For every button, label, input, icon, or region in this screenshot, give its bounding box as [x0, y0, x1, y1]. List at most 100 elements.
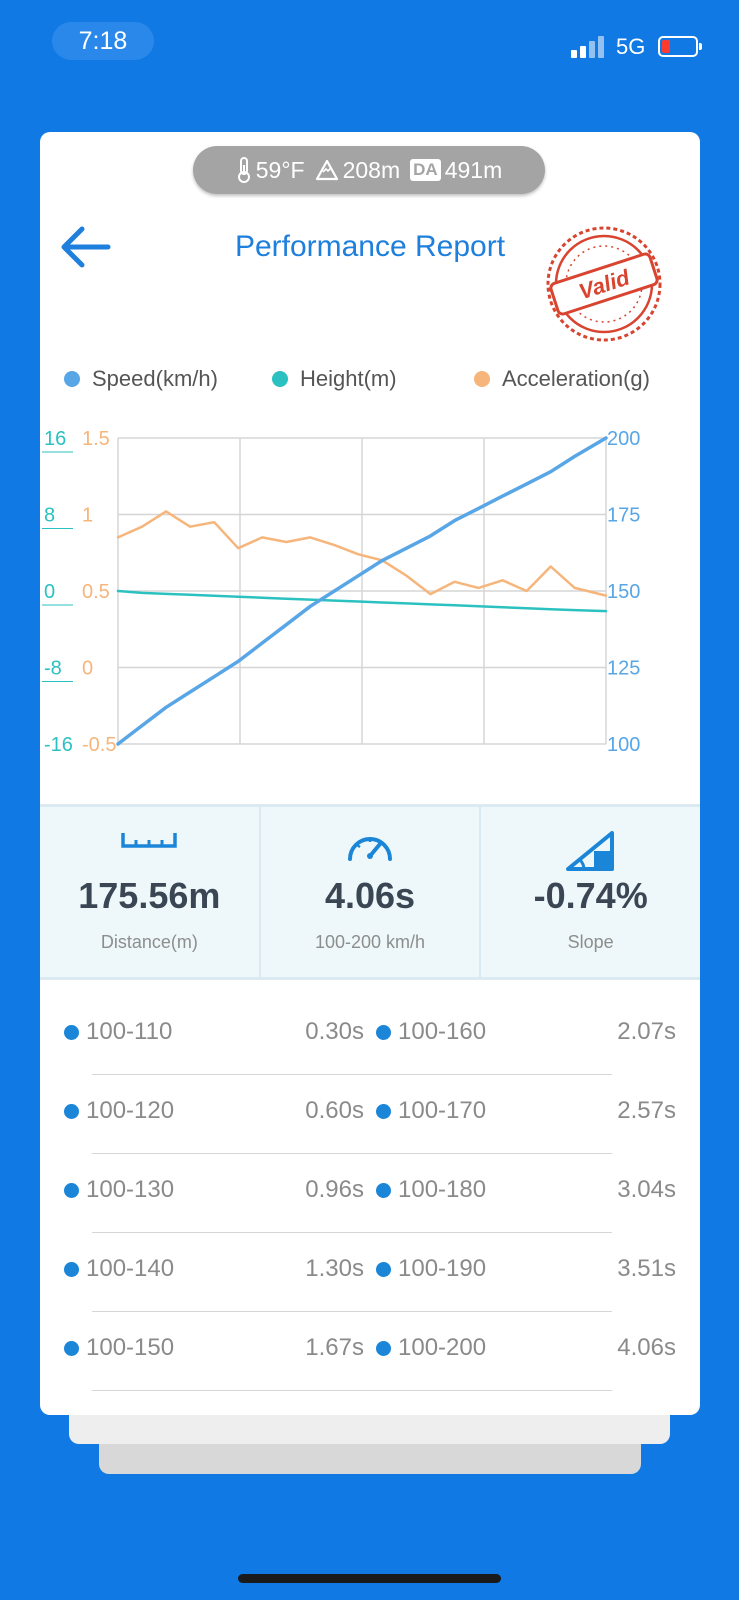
- split-range: 100-180: [398, 1176, 487, 1203]
- height-tick-label: -8: [44, 658, 62, 680]
- split-cell: 100-180 3.04s: [376, 1154, 676, 1233]
- page-title: Performance Report: [234, 230, 506, 263]
- split-range: 100-130: [86, 1176, 175, 1203]
- split-time: 1.67s: [305, 1334, 364, 1361]
- split-cell: 100-190 3.51s: [376, 1233, 676, 1312]
- table-row: 100-150 1.67s 100-200 4.06s: [40, 1312, 700, 1391]
- slope-value: -0.74%: [533, 875, 648, 916]
- bullet-icon: [64, 1104, 79, 1119]
- density-altitude-value: 491m: [444, 156, 503, 183]
- legend-acceleration: Acceleration(g): [474, 366, 650, 392]
- height-tick-label: 16: [44, 428, 66, 450]
- density-altitude-badge: DA: [410, 159, 441, 181]
- distance-stat: 175.56m Distance(m): [40, 807, 259, 977]
- distance-value: 175.56m: [78, 875, 221, 916]
- split-time: 4.06s: [617, 1334, 676, 1361]
- bullet-icon: [376, 1025, 391, 1040]
- bullet-icon: [64, 1262, 79, 1277]
- split-time: 0.60s: [305, 1097, 364, 1124]
- split-time: 0.30s: [305, 1018, 364, 1045]
- battery-icon: [658, 36, 702, 57]
- split-cell: 100-170 2.57s: [376, 1075, 676, 1154]
- table-row: 100-120 0.60s 100-170 2.57s: [40, 1075, 700, 1154]
- altitude-value: 208m: [342, 156, 401, 183]
- speed-tick-label: 200: [607, 428, 640, 450]
- height-tick-label: 8: [44, 505, 55, 527]
- report-card: 59°F 208m DA 491m Performance Report Val…: [40, 132, 700, 1415]
- acceleration-tick-label: -0.5: [82, 734, 116, 752]
- slope-icon: [565, 831, 614, 871]
- distance-label: Distance(m): [100, 932, 198, 952]
- split-cell: 100-200 4.06s: [376, 1312, 676, 1391]
- legend-height-label: Height(m): [300, 366, 397, 391]
- acceleration-tick-label: 0: [82, 658, 93, 680]
- speed-tick-label: 125: [607, 658, 640, 680]
- speed-tick-label: 150: [607, 581, 640, 603]
- table-row: 100-110 0.30s 100-160 2.07s: [40, 996, 700, 1075]
- slope-stat: -0.74% Slope: [479, 807, 700, 977]
- time-stat: 4.06s 100-200 km/h: [258, 807, 480, 977]
- split-time: 2.07s: [617, 1018, 676, 1045]
- bullet-icon: [376, 1341, 391, 1356]
- acceleration-tick-label: 0.5: [82, 581, 110, 603]
- bullet-icon: [64, 1183, 79, 1198]
- speed-tick-label: 100: [607, 734, 640, 752]
- speed-series-line: [116, 436, 608, 746]
- speedometer-icon: [348, 837, 392, 861]
- status-time: 7:18: [52, 22, 154, 60]
- speed-tick-label: 175: [607, 505, 640, 527]
- legend-dot: [64, 371, 80, 387]
- home-indicator[interactable]: [238, 1574, 501, 1583]
- split-time: 2.57s: [617, 1097, 676, 1124]
- split-range: 100-200: [398, 1334, 487, 1361]
- time-label: 100-200 km/h: [314, 932, 426, 952]
- status-bar: 7:18 5G: [0, 0, 739, 80]
- split-range: 100-110: [86, 1018, 173, 1045]
- slope-label: Slope: [567, 932, 614, 952]
- split-time: 1.30s: [305, 1255, 364, 1282]
- split-range: 100-160: [398, 1018, 487, 1045]
- time-value: 4.06s: [324, 875, 416, 916]
- legend-acceleration-label: Acceleration(g): [502, 366, 650, 391]
- split-times-table: 100-110 0.30s 100-160 2.07s 100-120 0.60…: [40, 996, 700, 1391]
- network-label: 5G: [616, 34, 646, 59]
- split-time: 3.51s: [617, 1255, 676, 1282]
- height-tick-label: 0: [44, 581, 55, 603]
- signal-icon: [571, 36, 605, 58]
- table-row: 100-140 1.30s 100-190 3.51s: [40, 1233, 700, 1312]
- table-row: 100-130 0.96s 100-180 3.04s: [40, 1154, 700, 1233]
- bullet-icon: [64, 1025, 79, 1040]
- split-range: 100-190: [398, 1255, 487, 1282]
- split-range: 100-140: [86, 1255, 175, 1282]
- legend-speed-label: Speed(km/h): [92, 366, 218, 391]
- performance-chart: 16 8 0 -8 -16 1.5 1 0.5 0 -0.5 200 175 150 125 100: [42, 428, 640, 752]
- acceleration-tick-label: 1.5: [82, 428, 110, 450]
- legend-speed: Speed(km/h): [64, 366, 218, 392]
- temperature-value: 59°F: [255, 156, 305, 183]
- acceleration-tick-label: 1: [82, 505, 93, 527]
- split-cell: 100-120 0.60s: [64, 1075, 364, 1154]
- acceleration-series-line: [116, 510, 608, 597]
- stats-panel: 175.56m Distance(m) 4.06s 100-200 km/h -…: [40, 804, 700, 980]
- split-range: 100-170: [398, 1097, 487, 1124]
- split-cell: 100-140 1.30s: [64, 1233, 364, 1312]
- mountain-icon: [315, 159, 338, 181]
- split-time: 0.96s: [305, 1176, 364, 1203]
- split-cell: 100-110 0.30s: [64, 996, 364, 1075]
- split-cell: 100-150 1.67s: [64, 1312, 364, 1391]
- split-cell: 100-160 2.07s: [376, 996, 676, 1075]
- split-time: 3.04s: [617, 1176, 676, 1203]
- split-range: 100-120: [86, 1097, 175, 1124]
- bullet-icon: [376, 1183, 391, 1198]
- legend-dot: [474, 371, 490, 387]
- valid-stamp-icon: Valid: [546, 226, 662, 342]
- thermometer-icon: [237, 157, 250, 183]
- legend-height: Height(m): [272, 366, 397, 392]
- bullet-icon: [376, 1262, 391, 1277]
- bullet-icon: [376, 1104, 391, 1119]
- height-tick-label: -16: [44, 734, 73, 752]
- split-cell: 100-130 0.96s: [64, 1154, 364, 1233]
- legend-dot: [272, 371, 288, 387]
- back-arrow-icon[interactable]: [58, 224, 114, 270]
- ruler-icon: [121, 833, 178, 848]
